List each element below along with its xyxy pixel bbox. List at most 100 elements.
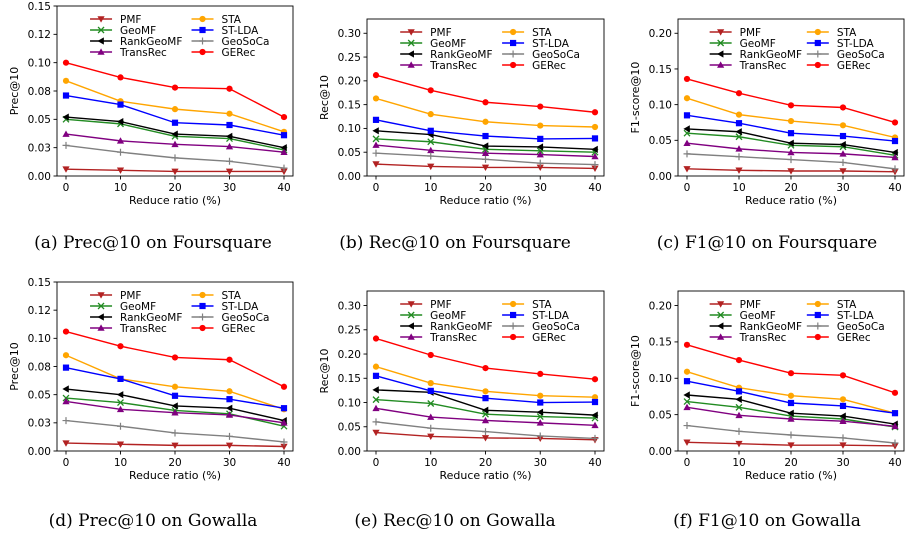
data-point bbox=[839, 141, 846, 149]
legend-marker bbox=[199, 313, 207, 321]
data-point bbox=[683, 112, 691, 119]
data-point bbox=[591, 152, 599, 160]
data-point bbox=[171, 429, 179, 437]
data-point bbox=[839, 442, 847, 449]
data-point bbox=[787, 442, 795, 449]
legend-marker bbox=[407, 39, 415, 47]
data-point bbox=[225, 404, 233, 412]
legend-marker bbox=[97, 313, 104, 321]
data-point bbox=[225, 168, 234, 176]
data-point bbox=[787, 130, 795, 137]
legend-label: RankGeoMF bbox=[120, 312, 182, 324]
y-tick-label: 0.00 bbox=[28, 171, 51, 183]
data-point bbox=[226, 396, 233, 403]
y-tick-label: 0.10 bbox=[28, 57, 51, 69]
legend-marker bbox=[407, 301, 415, 308]
data-point bbox=[225, 142, 234, 150]
y-tick-label: 0.05 bbox=[649, 409, 672, 421]
data-point bbox=[427, 387, 434, 394]
data-point bbox=[591, 434, 599, 442]
data-point bbox=[117, 343, 124, 350]
x-tick-label: 20 bbox=[168, 457, 181, 469]
data-point bbox=[891, 410, 899, 417]
data-point bbox=[171, 154, 179, 162]
x-tick-label: 0 bbox=[63, 182, 70, 194]
data-point bbox=[280, 132, 288, 139]
data-point bbox=[116, 137, 125, 144]
data-point bbox=[683, 139, 691, 146]
y-tick-label: 0.30 bbox=[338, 28, 361, 40]
data-point bbox=[735, 388, 743, 395]
data-point bbox=[482, 132, 489, 140]
legend-marker bbox=[97, 37, 104, 45]
legend-label: ST-LDA bbox=[837, 310, 875, 322]
data-point bbox=[62, 166, 70, 173]
legend-label: GERec bbox=[837, 332, 871, 344]
legend-marker bbox=[717, 322, 724, 330]
legend-marker bbox=[814, 300, 821, 308]
data-point bbox=[591, 376, 599, 383]
x-tick-label: 30 bbox=[836, 457, 849, 469]
legend-label: GeoMF bbox=[740, 310, 776, 322]
y-tick-label: 0.15 bbox=[649, 337, 672, 349]
data-point bbox=[372, 396, 380, 404]
data-point bbox=[372, 404, 380, 412]
legend-label: ST-LDA bbox=[837, 38, 875, 50]
legend-label: GERec bbox=[532, 60, 566, 72]
legend-label: PMF bbox=[430, 27, 451, 39]
data-point bbox=[117, 148, 124, 156]
series-line bbox=[375, 74, 596, 113]
y-axis-label: Prec@10 bbox=[8, 67, 21, 116]
chart-panel-1: 0.00 0.03 0.05 0.08 0.10 0.12 0.15 0 10 20 30 40 Red… bbox=[8, 1, 294, 253]
data-point bbox=[591, 421, 599, 429]
legend-marker bbox=[814, 311, 821, 319]
legend-marker bbox=[814, 61, 821, 69]
y-axis-label: Prec@10 bbox=[8, 342, 21, 391]
data-point bbox=[427, 413, 435, 420]
data-point bbox=[683, 391, 690, 399]
data-point bbox=[427, 87, 434, 94]
data-point bbox=[683, 439, 691, 446]
data-point bbox=[735, 395, 742, 403]
x-tick-label: 0 bbox=[684, 182, 691, 194]
legend-marker bbox=[509, 39, 517, 47]
data-point bbox=[372, 335, 380, 342]
data-point bbox=[171, 168, 179, 176]
data-point bbox=[427, 351, 434, 359]
legend-marker bbox=[814, 333, 821, 341]
data-point bbox=[481, 435, 490, 442]
legend-marker bbox=[717, 29, 725, 36]
data-point bbox=[372, 418, 380, 426]
data-point bbox=[787, 399, 795, 407]
y-tick-label: 0.10 bbox=[28, 333, 51, 345]
data-point bbox=[482, 388, 489, 395]
legend-marker bbox=[509, 28, 517, 36]
x-tick-label: 10 bbox=[424, 182, 437, 194]
data-point bbox=[117, 422, 124, 430]
legend-marker bbox=[407, 50, 414, 58]
data-point bbox=[482, 155, 489, 163]
legend-label: GeoMF bbox=[430, 38, 466, 50]
legend-label: STA bbox=[837, 299, 857, 311]
x-tick-label: 20 bbox=[479, 182, 492, 194]
legend-label: PMF bbox=[120, 14, 141, 26]
x-tick-label: 40 bbox=[277, 457, 290, 469]
data-point bbox=[591, 398, 599, 406]
data-point bbox=[225, 411, 234, 418]
data-point bbox=[839, 412, 846, 420]
legend-label: GERec bbox=[837, 60, 871, 72]
legend-label: ST-LDA bbox=[222, 25, 260, 37]
y-axis-label: F1-score@10 bbox=[629, 335, 642, 407]
data-point bbox=[481, 164, 490, 172]
legend-marker bbox=[717, 61, 725, 68]
data-point bbox=[591, 161, 599, 169]
legend-label: GERec bbox=[222, 47, 256, 59]
data-point bbox=[537, 392, 544, 399]
data-point bbox=[787, 431, 795, 439]
data-point bbox=[787, 156, 795, 164]
data-point bbox=[171, 140, 179, 148]
legend-label: GeoSoCa bbox=[222, 36, 270, 48]
data-point bbox=[226, 157, 233, 165]
